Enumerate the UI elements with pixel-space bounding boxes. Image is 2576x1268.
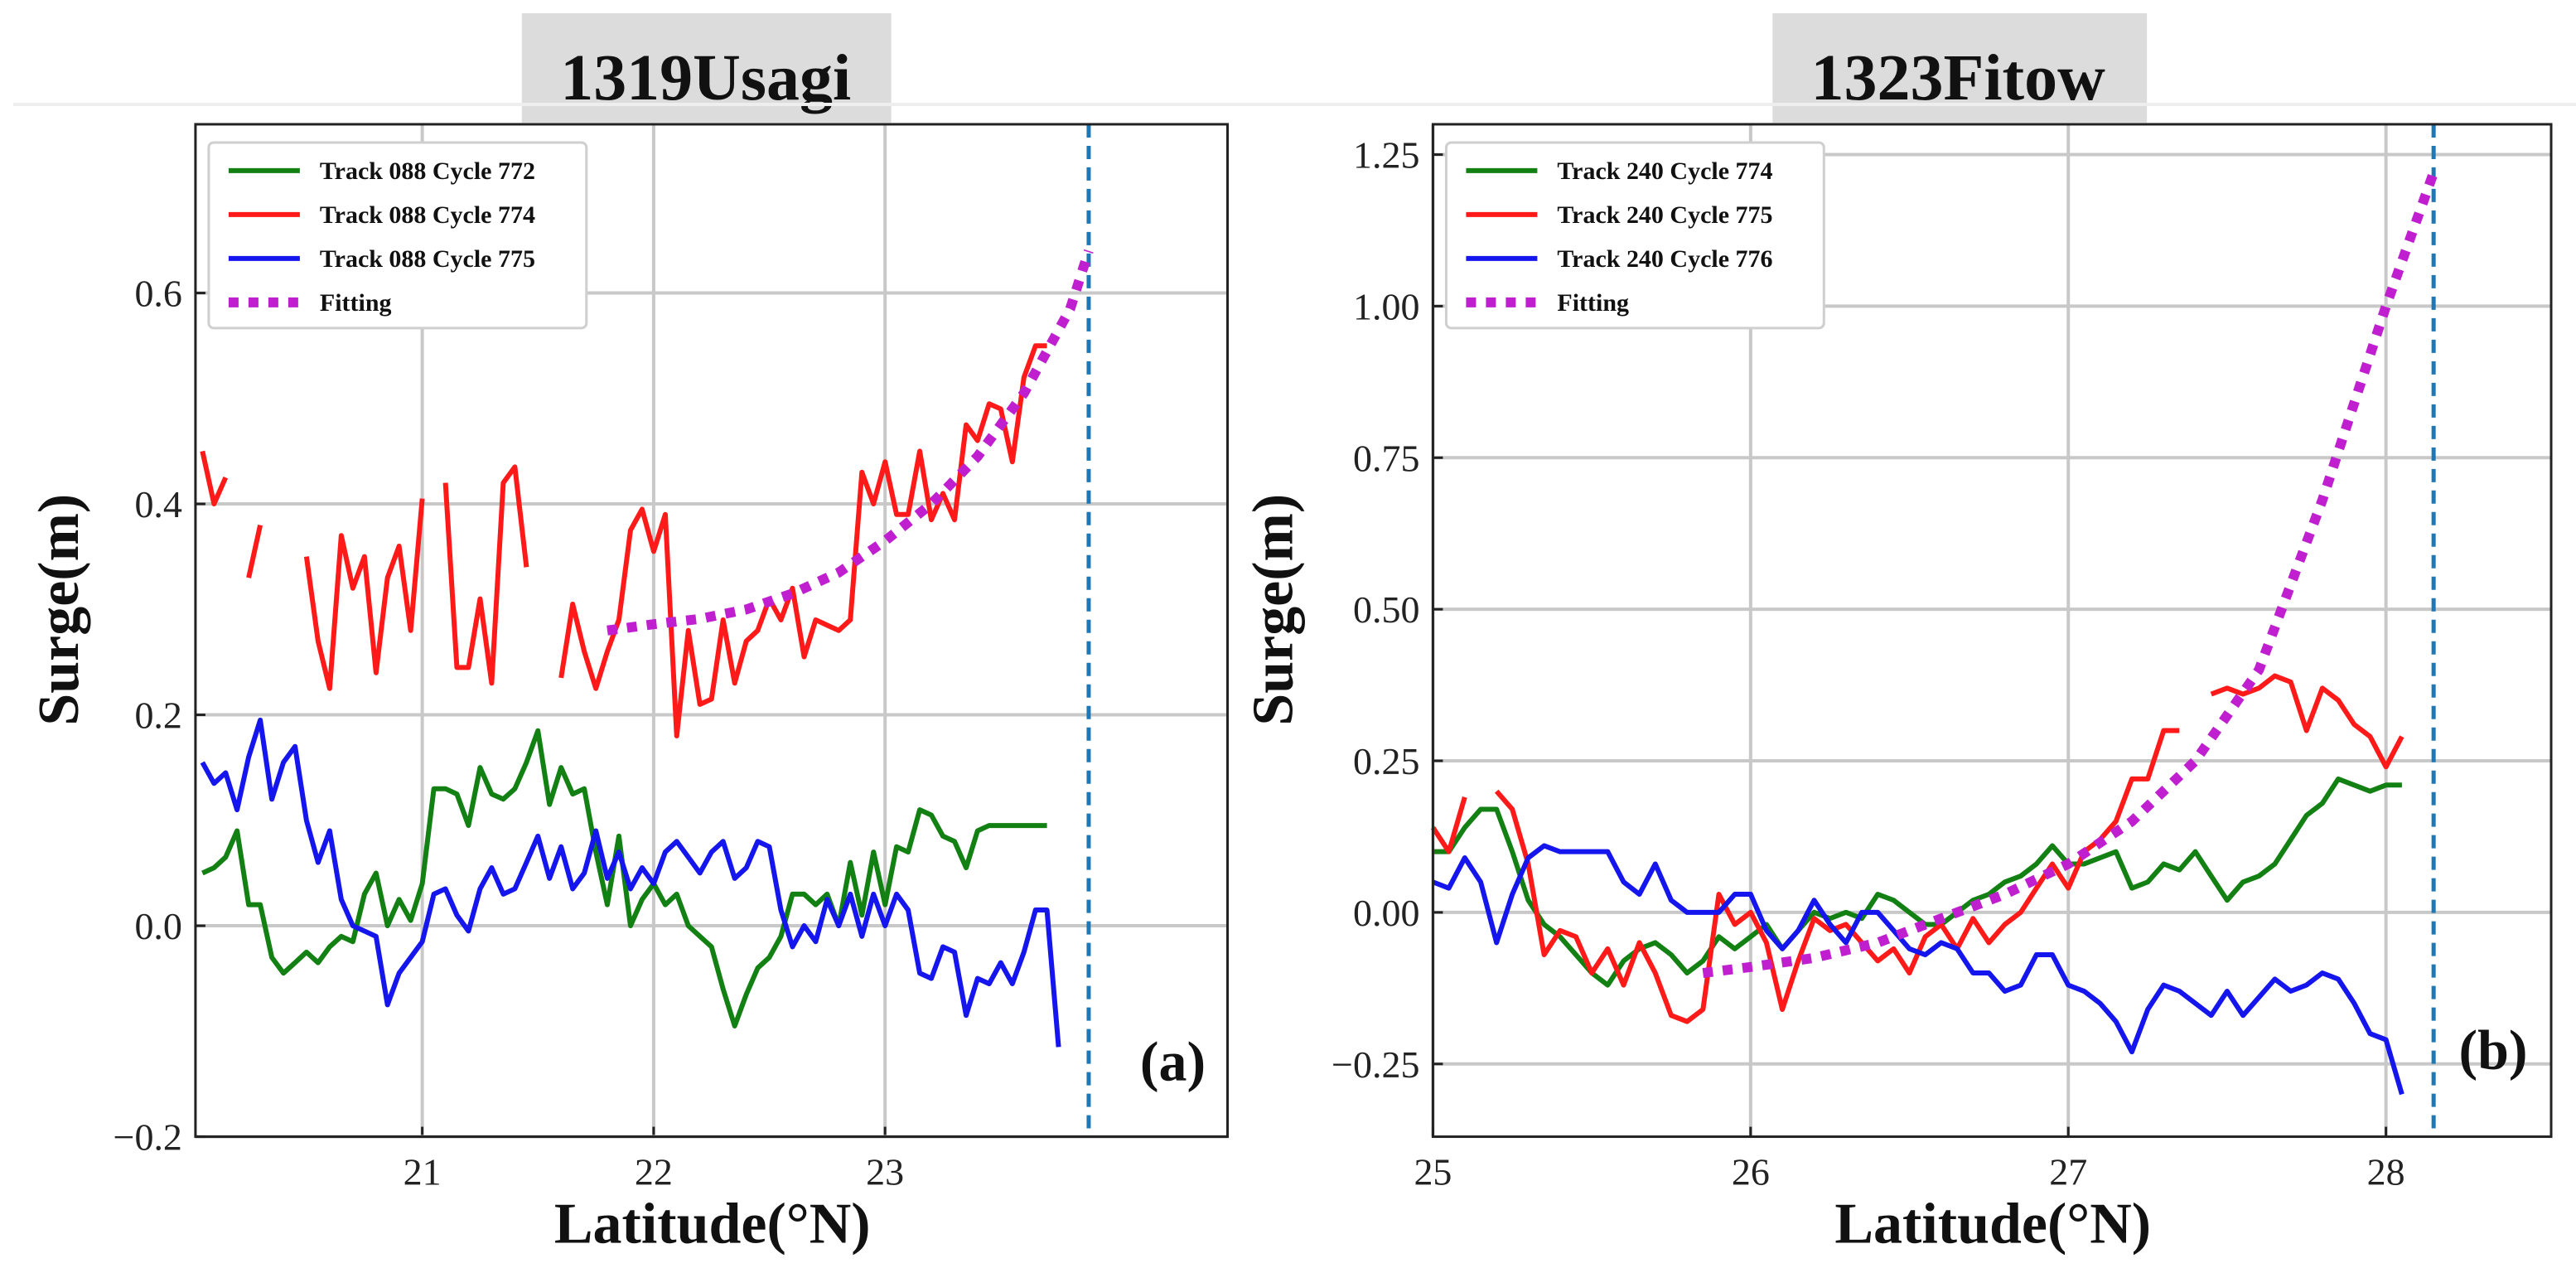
x-axis-label: Latitude(°N) [554,1193,871,1256]
series-line-2 [303,498,425,691]
series-line-2 [2210,673,2404,770]
y-tick-label: 0.6 [134,273,181,315]
series-line-2 [1494,728,2180,1024]
x-axis-label: Latitude(°N) [1834,1193,2151,1256]
y-tick-label: 0.50 [1353,588,1419,631]
y-tick-label: 1.25 [1353,134,1419,177]
x-tick-label: 28 [2367,1151,2405,1193]
legend-label: Track 240 Cycle 774 [1557,157,1772,185]
panel-label: (a) [1140,1030,1206,1093]
x-tick-label: 25 [1414,1151,1452,1193]
x-tick-label: 22 [635,1151,673,1193]
chart-title: 1323Fitow [1811,41,2106,114]
x-tick-label: 23 [866,1151,904,1193]
fitting-curve [607,249,1094,636]
y-tick-label: 0.25 [1353,740,1419,782]
fitting-curve [1702,171,2438,978]
y-axis-label: Surge(m) [1241,494,1305,726]
legend-label: Track 088 Cycle 775 [320,245,535,273]
series-line-1 [1433,776,2402,988]
y-tick-label: 0.4 [134,483,181,525]
axes-frame [1431,123,2553,1139]
series-line-2 [200,450,229,507]
y-tick-label: 0.0 [134,905,181,947]
legend-label: Track 088 Cycle 772 [320,157,535,185]
series-line-2 [442,464,529,686]
y-tick-label: −0.25 [1331,1043,1419,1086]
series-line-2 [558,343,1047,738]
x-tick-label: 21 [404,1151,442,1193]
y-tick-label: −0.2 [114,1116,182,1159]
series-line-2 [246,524,263,578]
panel-label: (b) [2458,1019,2527,1082]
y-tick-label: 1.00 [1353,285,1419,327]
chart-title: 1319Usagi [560,41,851,114]
legend-label: Fitting [320,289,392,317]
legend-label: Track 088 Cycle 774 [320,201,535,229]
y-axis-label: Surge(m) [27,494,91,726]
series-line-3 [1432,843,2404,1096]
series-line-3 [200,717,1061,1048]
legend-box [1444,141,1825,330]
legend-label: Track 240 Cycle 775 [1557,201,1772,229]
chart-panel-a: 1319Usagi 21 22 23 −0.2 0.0 0.2 0.4 0.6 Track 088… [27,12,1230,1256]
y-tick-label: 0.75 [1353,437,1419,479]
x-tick-label: 26 [1732,1151,1770,1193]
y-tick-label: 0.2 [134,694,181,737]
chart-panel-b: 1323Fitow 25 26 27 28 −0.25 0.00 0.25 0.50 0.75 1.… [1241,12,2553,1256]
series-line-2 [1430,796,1467,854]
legend-label: Track 240 Cycle 776 [1557,245,1772,273]
series-line-1 [201,728,1047,1029]
y-tick-label: 0.00 [1353,892,1419,934]
title-band [12,102,2576,106]
legend-box [207,141,588,330]
legend-label: Fitting [1557,289,1629,317]
axes-frame [194,123,1230,1139]
x-tick-label: 27 [2049,1151,2087,1193]
